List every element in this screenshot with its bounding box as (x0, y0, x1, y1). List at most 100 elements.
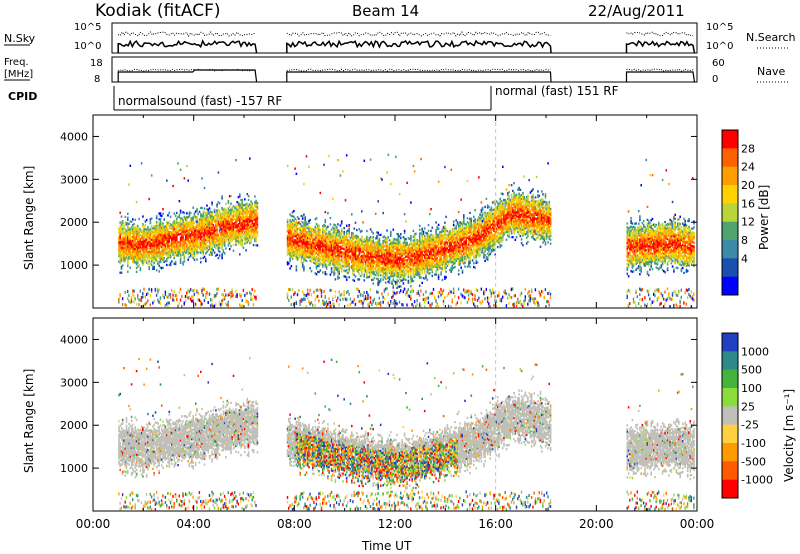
echo-cell (254, 228, 256, 231)
echo-cell (329, 244, 332, 247)
echo-cell (227, 238, 230, 241)
echo-cell (304, 245, 306, 248)
echo-cell (227, 226, 230, 230)
echo-cell (239, 212, 241, 215)
echo-cell (194, 220, 197, 223)
echo-cell (366, 229, 368, 233)
echo-cell (348, 251, 350, 254)
echo-cell (223, 213, 226, 216)
echo-cell (157, 237, 159, 240)
echo-cell (245, 206, 247, 210)
echo-cell (206, 290, 208, 294)
echo-cell (145, 230, 148, 233)
echo-cell (237, 224, 240, 228)
echo-cell (356, 269, 358, 272)
echo-cell (345, 243, 348, 247)
echo-cell (239, 231, 241, 235)
echo-cell (324, 295, 326, 299)
echo-cell (167, 231, 169, 234)
echo-cell (418, 293, 421, 297)
echo-cell (155, 215, 158, 218)
echo-cell (358, 278, 361, 281)
echo-cell (221, 302, 223, 306)
echo-cell (143, 287, 145, 291)
echo-cell (194, 241, 197, 244)
echo-cell (222, 293, 224, 297)
echo-cell (203, 224, 206, 228)
echo-cell (303, 252, 305, 255)
echo-cell (176, 217, 178, 220)
echo-cell (147, 235, 149, 238)
echo-cell (212, 225, 215, 229)
echo-cell (230, 239, 232, 242)
echo-cell (160, 234, 163, 237)
echo-cell (317, 259, 319, 262)
echo-cell (343, 252, 345, 255)
echo-cell (222, 298, 224, 302)
echo-cell (139, 298, 141, 302)
echo-cell (242, 225, 245, 228)
echo-cell (236, 231, 238, 235)
echo-cell (216, 236, 218, 239)
echo-cell (218, 225, 221, 228)
echo-cell (348, 229, 350, 233)
echo-cell (208, 234, 211, 237)
echo-cell (251, 237, 254, 240)
echo-cell (225, 293, 227, 297)
echo-cell (174, 249, 177, 252)
echo-cell (138, 233, 140, 236)
echo-cell (245, 231, 247, 235)
echo-cell (377, 200, 379, 203)
echo-cell (124, 215, 127, 219)
echo-cell (363, 269, 366, 272)
echo-cell (308, 241, 310, 244)
echo-cell (222, 216, 225, 219)
echo-cell (361, 235, 363, 238)
echo-cell (364, 258, 367, 262)
echo-cell (246, 206, 249, 209)
echo-cell (184, 236, 187, 239)
echo-cell (343, 293, 345, 297)
echo-cell (392, 228, 395, 231)
echo-cell (174, 239, 177, 242)
nsky-tick-lo-right: 10^0 (706, 41, 733, 52)
echo-cell (351, 251, 353, 254)
echo-cell (132, 253, 134, 256)
echo-cell (254, 235, 256, 239)
echo-cell (332, 226, 334, 229)
echo-cell (143, 258, 145, 261)
echo-cell (155, 247, 158, 251)
echo-cell (245, 239, 247, 242)
echo-cell (347, 264, 349, 267)
echo-cell (323, 300, 325, 304)
echo-cell (241, 210, 244, 213)
echo-cell (344, 297, 347, 301)
echo-cell (338, 263, 340, 266)
echo-cell (343, 259, 345, 263)
echo-cell (189, 297, 192, 301)
echo-cell (342, 297, 344, 301)
echo-cell (390, 230, 392, 234)
echo-cell (174, 260, 177, 264)
echo-cell (119, 254, 121, 257)
echo-cell (149, 250, 152, 254)
echo-cell (429, 272, 431, 275)
echo-cell (359, 267, 362, 270)
echo-cell (255, 211, 257, 214)
echo-cell (218, 237, 221, 240)
echo-cell (164, 234, 167, 238)
echo-cell (135, 251, 138, 254)
echo-cell (306, 236, 309, 239)
echo-cell (169, 231, 172, 234)
echo-cell (353, 269, 356, 273)
echo-cell (237, 205, 240, 208)
echo-cell (255, 295, 257, 299)
echo-cell (189, 242, 192, 246)
echo-cell (288, 237, 290, 240)
echo-cell (305, 242, 308, 245)
echo-cell (159, 220, 162, 223)
echo-cell (186, 294, 188, 298)
echo-cell (379, 274, 382, 277)
echo-cell (215, 229, 217, 232)
echo-cell (244, 204, 246, 207)
